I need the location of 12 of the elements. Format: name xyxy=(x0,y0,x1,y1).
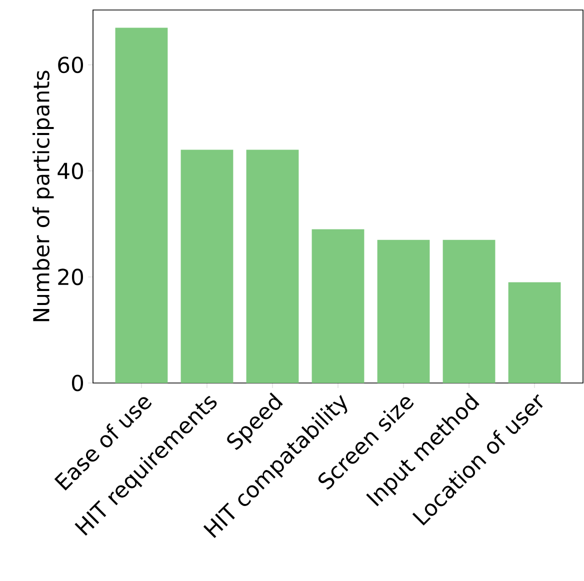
bar xyxy=(508,282,561,383)
bar xyxy=(180,150,234,383)
bar xyxy=(246,150,299,383)
y-tick-label: 40 xyxy=(58,162,84,180)
bar xyxy=(312,229,364,383)
y-tick-label: 20 xyxy=(58,268,84,286)
y-tick-label: 60 xyxy=(58,56,84,74)
bar xyxy=(442,240,496,383)
bar xyxy=(115,28,168,383)
y-tick-label: 0 xyxy=(72,374,84,392)
y-axis-title: Number of participants xyxy=(32,70,54,322)
bar xyxy=(377,240,430,383)
